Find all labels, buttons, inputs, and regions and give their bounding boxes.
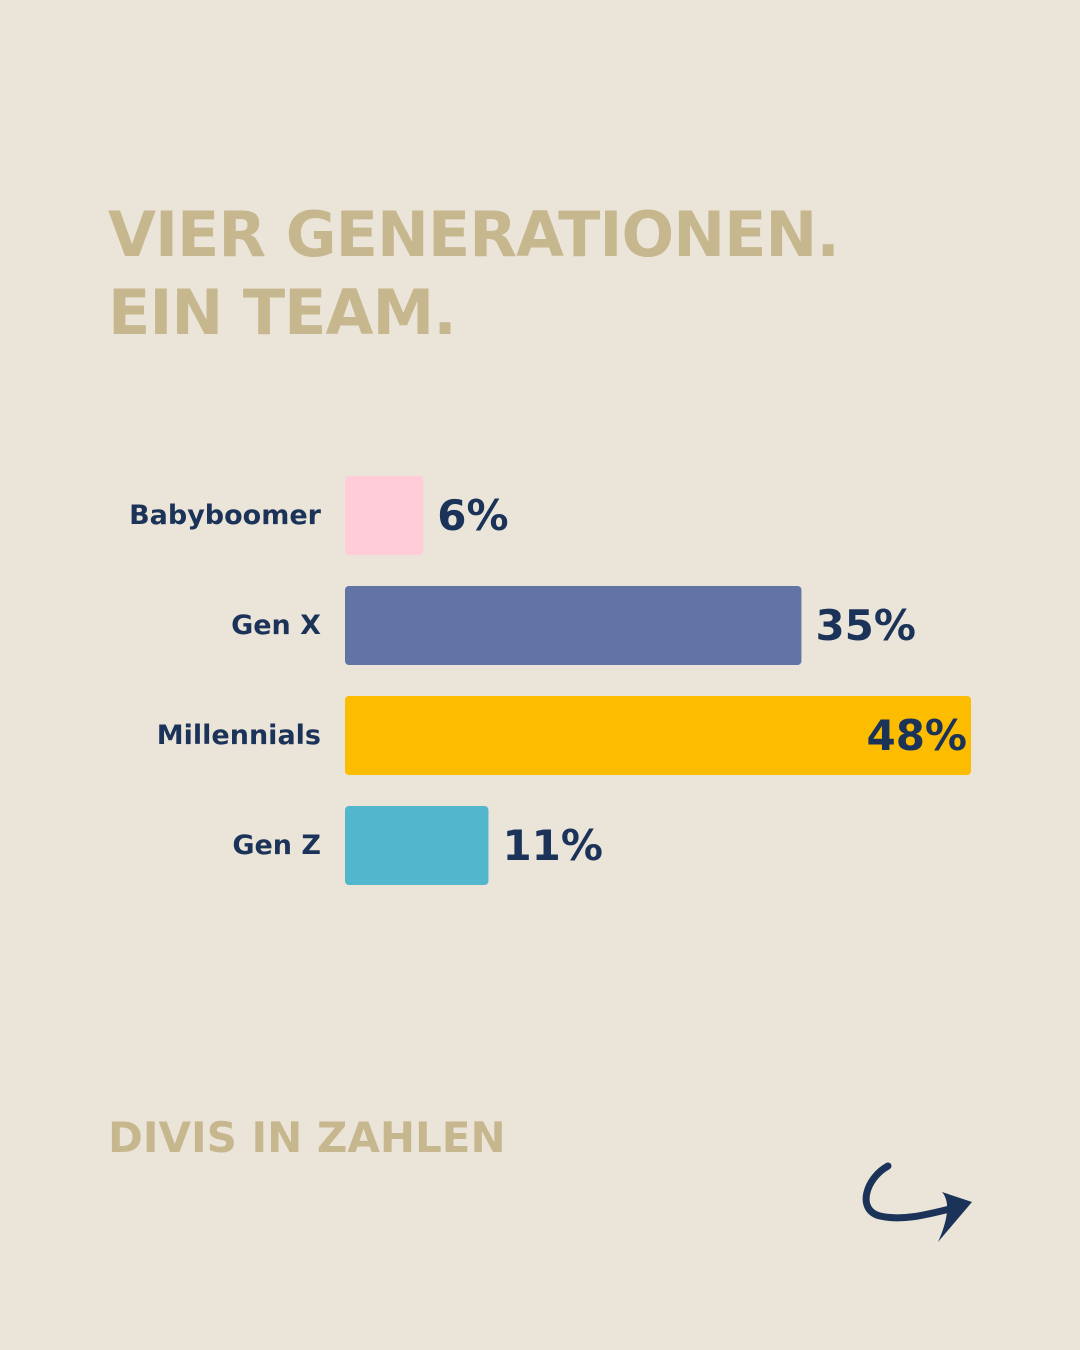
bar-babyboomer <box>345 476 424 555</box>
category-label-millennials: Millennials <box>157 720 321 751</box>
value-label-babyboomer: 6% <box>437 491 508 540</box>
bar-gen-z <box>345 806 489 885</box>
category-label-babyboomer: Babyboomer <box>129 500 322 531</box>
series-label: DIVIS IN ZAHLEN <box>108 1113 506 1162</box>
bar-millennials <box>345 696 971 775</box>
page-title-line-1: VIER GENERATIONEN. <box>108 198 840 271</box>
value-label-gen-z: 11% <box>502 821 603 870</box>
page-title-line-2: EIN TEAM. <box>108 276 457 349</box>
category-label-gen-x: Gen X <box>231 610 321 641</box>
bar-gen-x <box>345 586 802 665</box>
curved-arrow-right-icon[interactable] <box>858 1158 978 1250</box>
page-title: VIER GENERATIONEN. EIN TEAM. <box>108 196 840 352</box>
value-label-gen-x: 35% <box>815 601 916 650</box>
category-label-gen-z: Gen Z <box>232 830 321 861</box>
value-label-millennials: 48% <box>866 711 967 760</box>
